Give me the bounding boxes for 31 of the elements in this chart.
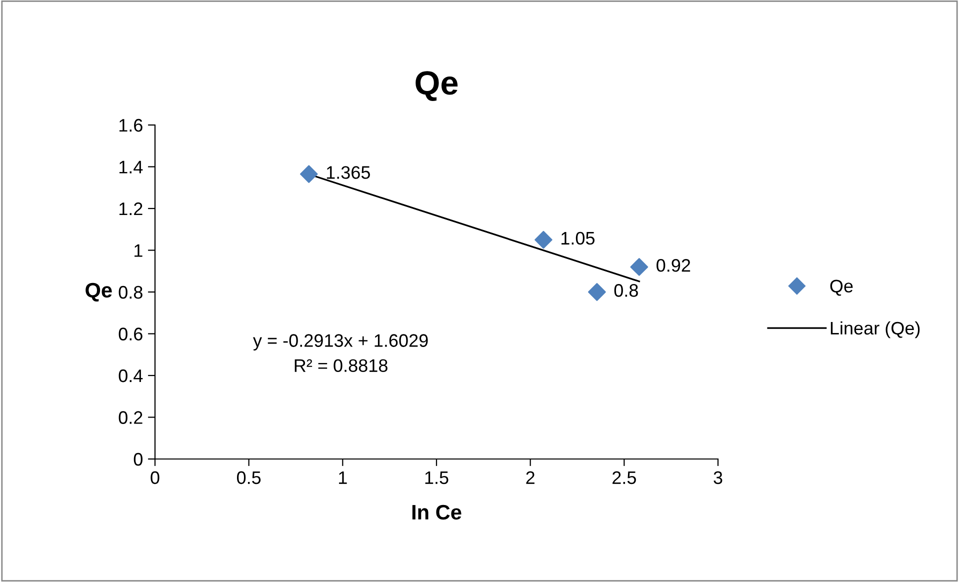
y-tick-label: 1.2: [119, 202, 142, 216]
y-tick-label: 0.2: [118, 411, 142, 424]
x-tick-label: 0.5: [236, 471, 261, 484]
y-tick-label: 0.4: [118, 369, 143, 382]
x-tick-label: 0: [150, 471, 160, 484]
y-tick-label: 0.8: [118, 286, 142, 299]
point: [630, 258, 648, 276]
annotation: R² = 0.8818: [294, 359, 388, 372]
x-tick-label: 2: [526, 471, 534, 484]
legend-label: Qe: [830, 280, 853, 296]
point: [534, 230, 552, 249]
y-tick-label: 0.6: [118, 328, 142, 340]
y-tick-label: 1.4: [119, 160, 143, 174]
data-label: 0.92: [656, 259, 690, 272]
y-tick-label: 1.6: [119, 118, 142, 132]
chart-title: Qe: [416, 71, 458, 101]
annotation: y = -0.2913x + 1.6029: [253, 334, 428, 351]
y-tick-label: 0: [134, 452, 142, 466]
x-tick-label: 2.5: [612, 471, 636, 484]
x-tick-label: 3: [714, 471, 722, 484]
x-tick-label: 1: [339, 471, 347, 484]
data-label: 0.8: [614, 284, 638, 297]
data-label: 1.365: [326, 166, 370, 179]
x-tick-label: 1.5: [425, 471, 448, 484]
point: [300, 165, 318, 183]
y-axis-title: Qe: [86, 282, 112, 302]
data-label: 1.05: [562, 232, 595, 245]
legend-label: Linear (Qe): [830, 321, 920, 338]
point: [588, 283, 606, 301]
y-tick-label: 1: [134, 244, 142, 257]
x-axis-title: In Ce: [412, 504, 462, 520]
